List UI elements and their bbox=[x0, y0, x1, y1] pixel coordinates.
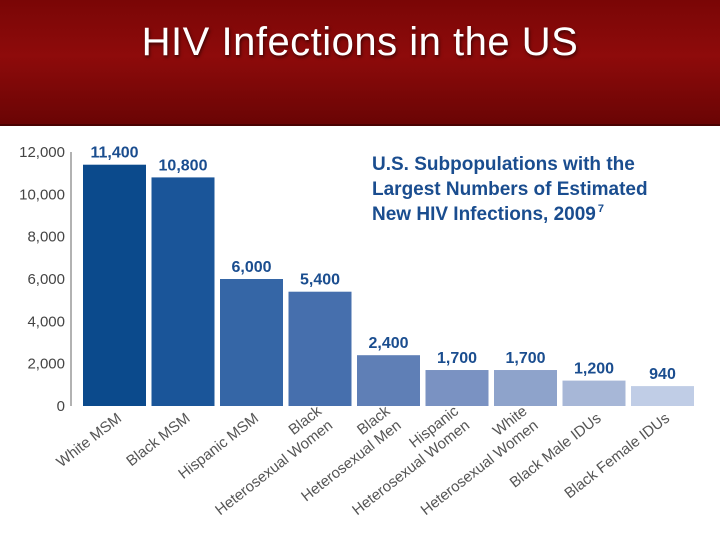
title-bar: HIV Infections in the US bbox=[0, 0, 720, 126]
chart-title-line: Largest Numbers of Estimated bbox=[372, 179, 648, 200]
y-tick-label: 8,000 bbox=[27, 229, 65, 246]
bar bbox=[631, 386, 694, 406]
bar-value-label: 10,800 bbox=[159, 157, 208, 174]
bar bbox=[83, 164, 146, 406]
y-tick-label: 4,000 bbox=[27, 313, 65, 330]
bar bbox=[220, 279, 283, 406]
bar-value-label: 11,400 bbox=[90, 145, 138, 162]
bar bbox=[151, 177, 215, 406]
bar bbox=[357, 355, 420, 406]
category-label: White MSM bbox=[53, 410, 125, 471]
y-tick-label: 2,000 bbox=[27, 356, 65, 373]
y-tick-labels: 0 2,000 4,000 6,000 8,000 10,000 12,000 bbox=[19, 144, 65, 415]
bar bbox=[425, 370, 489, 406]
bar bbox=[288, 291, 352, 406]
bar-value-label: 5,400 bbox=[300, 272, 340, 289]
y-tick-label: 10,000 bbox=[19, 186, 65, 203]
slide-title: HIV Infections in the US bbox=[141, 20, 579, 64]
y-tick-label: 0 bbox=[57, 398, 65, 415]
bar-value-label: 1,700 bbox=[505, 350, 545, 367]
value-labels: 11,400 10,800 6,000 5,400 2,400 1,700 1,700 1,2… bbox=[90, 145, 675, 383]
chart-title-line: New HIV Infections, 2009 7 bbox=[372, 203, 604, 225]
y-tick-label: 12,000 bbox=[19, 144, 65, 161]
bar-chart: 0 2,000 4,000 6,000 8,000 10,000 12,000 11,400… bbox=[19, 144, 694, 519]
y-tick-label: 6,000 bbox=[27, 271, 65, 288]
y-axis-group: 0 2,000 4,000 6,000 8,000 10,000 12,000 bbox=[19, 144, 72, 415]
bar-value-label: 940 bbox=[649, 366, 676, 383]
chart-title-line: U.S. Subpopulations with the bbox=[372, 154, 635, 175]
bar bbox=[494, 370, 557, 406]
bar-value-label: 1,700 bbox=[437, 350, 477, 367]
category-label: Black MSM bbox=[123, 410, 193, 470]
bar-value-label: 2,400 bbox=[368, 335, 408, 352]
chart-title: U.S. Subpopulations with the Largest Numb… bbox=[372, 154, 648, 225]
category-label: BlackHeterosexual Women bbox=[201, 402, 336, 519]
bar bbox=[562, 380, 626, 406]
bar-value-label: 6,000 bbox=[231, 259, 271, 276]
bars bbox=[83, 164, 694, 406]
bar-value-label: 1,200 bbox=[574, 361, 614, 378]
